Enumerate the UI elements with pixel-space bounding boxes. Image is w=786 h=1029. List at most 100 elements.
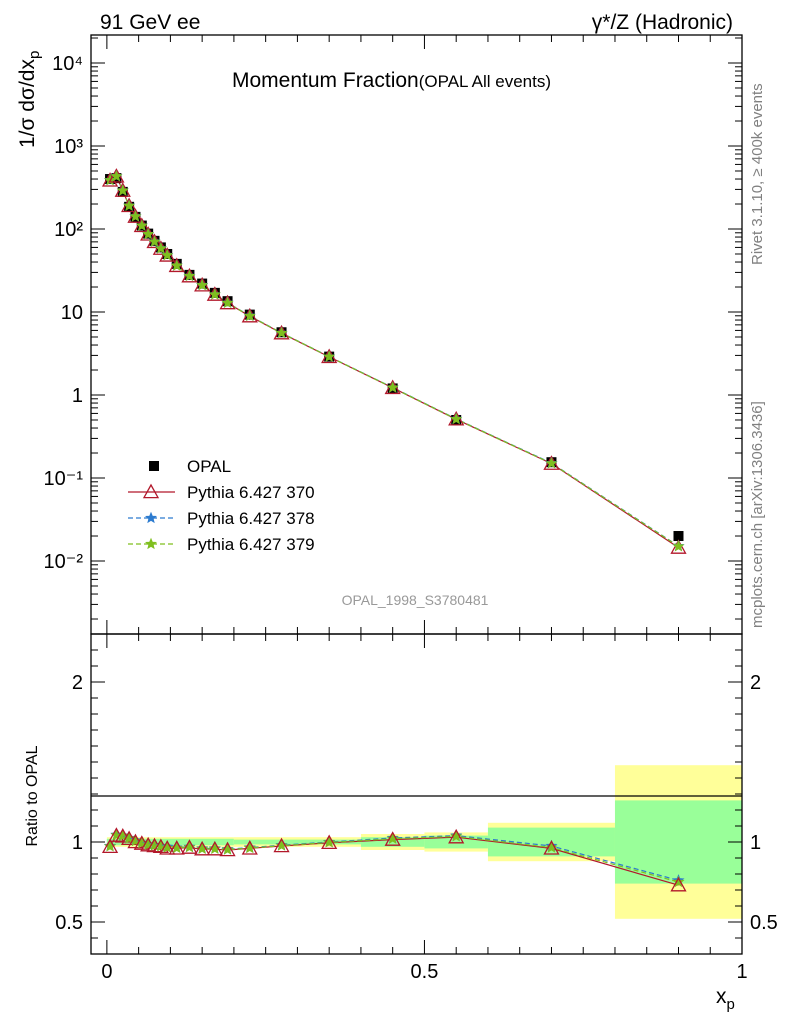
ratio-379-point bbox=[196, 842, 209, 854]
legend: OPAL Pythia 6.427 370 Pythia 6.427 378 Pyth… bbox=[128, 457, 315, 554]
ratio-y-tick-label: 2 bbox=[72, 672, 83, 694]
pythia-379-point bbox=[129, 210, 142, 222]
x-axis-label-sub: p bbox=[727, 996, 735, 1013]
ratio-370-point bbox=[321, 834, 338, 850]
pythia-379-point bbox=[221, 296, 234, 309]
pythia-379-point bbox=[243, 309, 256, 322]
main-y-tick-label: 10³ bbox=[54, 136, 83, 158]
ratio-plot: 0.5 0.51 12 2 0 0.5 1 Ratio to OPAL xp bbox=[24, 633, 778, 1013]
pythia-379-point bbox=[170, 259, 183, 271]
main-y-tick-label: 10² bbox=[54, 219, 83, 241]
main-y-ticks bbox=[91, 37, 742, 620]
pythia-379-point bbox=[161, 249, 174, 261]
pythia-379-point bbox=[196, 278, 209, 291]
ratio-370-point bbox=[543, 840, 560, 855]
ratio-x-tick-labels: 0 0.5 1 bbox=[101, 961, 747, 983]
ratio-y-tick-label: 0.5 bbox=[55, 912, 83, 934]
main-subtitle-text: (OPAL All events) bbox=[419, 72, 551, 91]
ratio-379-point bbox=[208, 842, 221, 854]
ratio-370-point bbox=[448, 828, 465, 844]
main-y-tick-labels: 10⁻² 10⁻¹ 1 10 10² 10³ 10⁴ bbox=[44, 53, 84, 573]
legend-marker-opal bbox=[149, 461, 159, 471]
legend-label: Pythia 6.427 379 bbox=[187, 535, 315, 554]
legend-label: Pythia 6.427 370 bbox=[187, 483, 315, 502]
ratio-379-point bbox=[323, 836, 336, 848]
ratio-y-tick-label-right: 2 bbox=[750, 672, 761, 694]
mcplots-note: mcplots.cern.ch [arXiv:1306.3436] bbox=[749, 401, 766, 628]
main-y-axis-label: 1/σ dσ/dxp bbox=[16, 51, 43, 148]
x-tick-label: 0 bbox=[101, 961, 112, 983]
legend-marker-378 bbox=[145, 511, 157, 524]
ratio-inner-band bbox=[360, 837, 425, 847]
pythia-379-point bbox=[672, 540, 685, 552]
ratio-y-axis-label: Ratio to OPAL bbox=[24, 745, 41, 846]
pythia-379-point bbox=[208, 288, 221, 300]
ratio-379-point bbox=[386, 832, 399, 844]
ratio-370-point bbox=[101, 838, 119, 854]
pythia-379-point bbox=[123, 199, 136, 211]
ratio-370-point bbox=[159, 840, 176, 855]
ratio-370-point bbox=[219, 841, 236, 857]
ratio-370-point bbox=[670, 876, 687, 892]
opal-data-point bbox=[673, 531, 684, 542]
legend-marker-379 bbox=[145, 537, 157, 550]
pythia-379-point bbox=[154, 242, 167, 254]
ratio-series-line bbox=[109, 834, 679, 883]
main-series-group bbox=[101, 168, 687, 554]
pythia-379-point bbox=[110, 170, 123, 182]
header-energy: 91 GeV ee bbox=[100, 11, 200, 34]
analysis-watermark: OPAL_1998_S3780481 bbox=[342, 592, 489, 608]
ratio-370-point bbox=[206, 840, 223, 856]
main-y-tick-label: 10⁴ bbox=[52, 53, 83, 75]
main-y-tick-label: 10⁻² bbox=[44, 551, 84, 573]
ratio-370-point bbox=[121, 830, 138, 846]
x-axis-label: xp bbox=[716, 985, 735, 1013]
main-y-tick-label: 10 bbox=[61, 302, 83, 324]
legend-label: Pythia 6.427 378 bbox=[187, 509, 315, 528]
pythia-379-point bbox=[148, 235, 161, 247]
main-plot: 10⁻² 10⁻¹ 1 10 10² 10³ 10⁴ Momentum Fraction(O… bbox=[16, 34, 743, 635]
pythia-379-point bbox=[116, 184, 129, 196]
ratio-370-point bbox=[384, 831, 401, 846]
pythia-379-point bbox=[142, 227, 155, 240]
legend-marker-370 bbox=[142, 483, 160, 499]
main-title-text: Momentum Fraction bbox=[232, 69, 419, 92]
rivet-note: Rivet 3.1.10, ≥ 400k events bbox=[749, 83, 766, 265]
ratio-y-tick-label-right: 0.5 bbox=[750, 912, 778, 934]
ratio-379-point bbox=[221, 843, 234, 855]
ratio-379-point bbox=[104, 840, 117, 852]
ratio-379-point bbox=[275, 839, 288, 851]
ratio-inner-band bbox=[614, 800, 742, 884]
ratio-379-point bbox=[243, 841, 256, 854]
x-tick-label: 1 bbox=[736, 961, 747, 983]
ratio-379-point bbox=[170, 841, 183, 854]
main-y-tick-label: 10⁻¹ bbox=[44, 468, 84, 490]
pythia-379-point bbox=[183, 269, 196, 282]
x-axis-label-text: x bbox=[716, 985, 727, 1008]
legend-label: OPAL bbox=[187, 457, 231, 476]
ratio-379-point bbox=[183, 840, 196, 853]
pythia-379-point bbox=[275, 326, 288, 339]
ratio-370-point bbox=[241, 840, 258, 855]
pythia-379-point bbox=[545, 457, 558, 469]
ratio-y-tick-labels: 0.5 0.5 1 1 2 2 bbox=[55, 672, 778, 934]
main-title: Momentum Fraction(OPAL All events) bbox=[232, 69, 551, 92]
ratio-inner-band bbox=[106, 838, 234, 846]
ratio-y-tick-label: 1 bbox=[72, 832, 83, 854]
ratio-370-point bbox=[168, 840, 185, 855]
pythia-379-point bbox=[135, 219, 148, 231]
main-y-axis-label-sub: p bbox=[26, 51, 43, 59]
x-tick-label: 0.5 bbox=[411, 961, 439, 983]
ratio-370-point bbox=[181, 839, 198, 854]
pythia-370-point bbox=[670, 539, 687, 554]
header-process: γ*/Z (Hadronic) bbox=[592, 11, 733, 34]
ratio-370-point bbox=[194, 840, 211, 856]
pythia-379-point bbox=[450, 412, 463, 425]
ratio-ticks bbox=[91, 633, 743, 954]
ratio-379-point bbox=[545, 841, 558, 853]
ratio-379-point bbox=[450, 830, 463, 842]
pythia-379-point bbox=[323, 350, 336, 362]
ratio-y-tick-label-right: 1 bbox=[750, 832, 761, 854]
ratio-series-group bbox=[101, 827, 687, 892]
